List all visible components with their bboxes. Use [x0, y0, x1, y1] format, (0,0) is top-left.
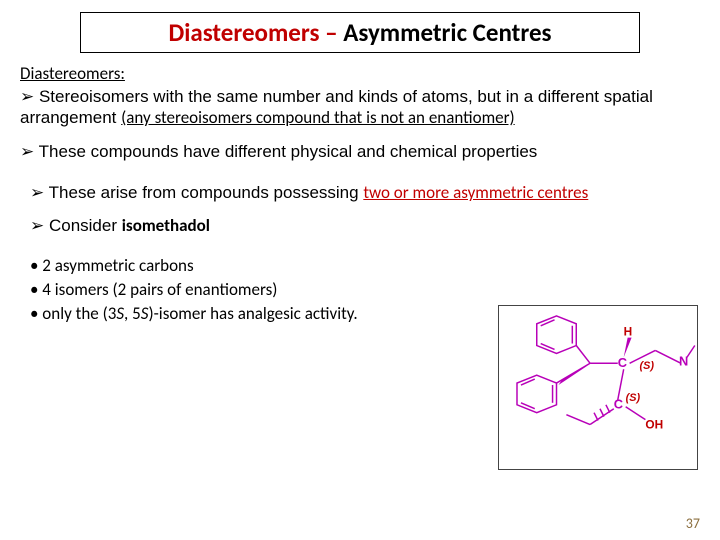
chem-label-H: H	[624, 325, 633, 339]
bullet-1: ➢ Stereoisomers with the same number and…	[20, 86, 700, 129]
title-black: Asymmetric Centres	[343, 17, 551, 48]
chem-svg: H C C OH N (S) (S)	[499, 306, 697, 469]
dot-3-i1: S	[116, 303, 124, 324]
bullet-2-text: ➢ These compounds have different physica…	[20, 142, 537, 161]
bullet-4: ➢ Consider isomethadol	[30, 215, 700, 236]
bullet-1-underline: (any stereoisomers compound that is not …	[121, 107, 515, 128]
bullet-3: ➢ These arise from compounds possessing …	[30, 182, 700, 203]
chem-label-C2: C	[614, 397, 623, 412]
page-number: 37	[686, 515, 700, 532]
dot-1: • 2 asymmetric carbons	[30, 254, 700, 278]
title-box: Diastereomers – Asymmetric Centres	[80, 12, 640, 53]
dot-2: • 4 isomers (2 pairs of enantiomers)	[30, 278, 700, 302]
chem-label-S1: (S)	[639, 360, 654, 372]
chem-label-S2: (S)	[626, 392, 641, 404]
section-heading: Diastereomers:	[20, 63, 700, 84]
chem-label-C1: C	[618, 355, 627, 370]
bullet-3-underline: two or more asymmetric centres	[363, 182, 588, 203]
chemical-structure: H C C OH N (S) (S)	[498, 305, 698, 470]
dot-3-pre: • only the (3	[30, 303, 116, 324]
bullet-4-text: ➢ Consider	[30, 216, 122, 235]
chem-label-N: N	[679, 353, 688, 368]
bullet-3-text: ➢ These arise from compounds possessing	[30, 183, 363, 202]
dot-3-post: )-isomer has analgesic activity.	[148, 303, 357, 324]
bullet-2: ➢ These compounds have different physica…	[20, 141, 700, 162]
dot-3-mid: , 5	[124, 303, 141, 324]
title-red: Diastereomers –	[168, 17, 343, 48]
bullet-4-bold: isomethadol	[122, 215, 210, 236]
chem-label-OH: OH	[645, 417, 663, 431]
